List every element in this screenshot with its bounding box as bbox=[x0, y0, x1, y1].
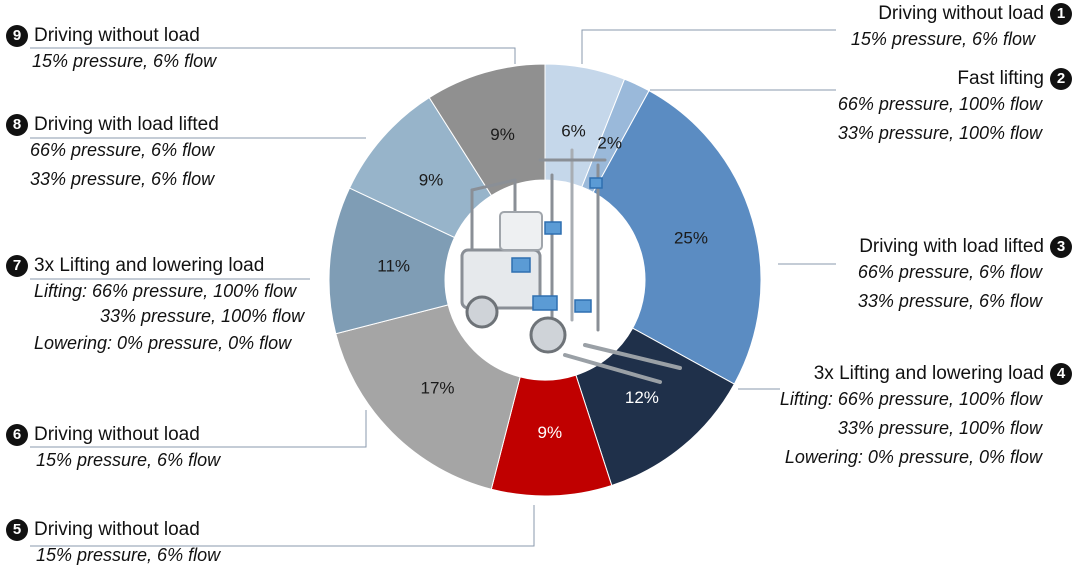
number-badge-3: 3 bbox=[1050, 236, 1072, 258]
callout-detail: 66% pressure, 100% flow bbox=[837, 94, 1042, 114]
slice-label-1: 6% bbox=[561, 122, 586, 141]
callout-title: Fast lifting bbox=[957, 68, 1044, 89]
callout-detail: 15% pressure, 6% flow bbox=[36, 545, 221, 565]
slice-labels: 6% 2% 25% 12% 9% 17% 11% 9% 9% bbox=[377, 122, 708, 442]
donut-slices bbox=[328, 63, 762, 497]
slice-label-7: 11% bbox=[377, 257, 410, 276]
number-badge-7: 7 bbox=[6, 255, 28, 277]
callout-detail: 15% pressure, 6% flow bbox=[36, 450, 221, 470]
callout-detail: Lifting: 66% pressure, 100% flow bbox=[779, 389, 1042, 409]
callout-3: Driving with load lifted 3 66% pressure, … bbox=[858, 235, 1072, 316]
slice-label-8: 9% bbox=[419, 170, 444, 189]
callout-title: Driving with load lifted bbox=[859, 236, 1044, 257]
callout-6: 6 Driving without load 15% pressure, 6% f… bbox=[6, 423, 220, 475]
callout-1: Driving without load 1 15% pressure, 6% f… bbox=[851, 2, 1072, 54]
slice-label-6: 17% bbox=[421, 378, 455, 397]
callout-8: 8 Driving with load lifted 66% pressure, … bbox=[6, 113, 219, 194]
callout-title: Driving without load bbox=[34, 424, 200, 445]
callout-detail: 33% pressure, 100% flow bbox=[100, 306, 305, 326]
number-badge-8: 8 bbox=[6, 114, 28, 136]
callout-detail: Lowering: 0% pressure, 0% flow bbox=[784, 447, 1042, 467]
leader-line-6 bbox=[30, 410, 367, 448]
callout-detail: 66% pressure, 6% flow bbox=[857, 262, 1042, 282]
slice-label-3: 25% bbox=[674, 229, 708, 248]
callout-detail: 15% pressure, 6% flow bbox=[32, 51, 217, 71]
slice-label-5: 9% bbox=[537, 423, 562, 442]
callout-title: 3x Lifting and lowering load bbox=[813, 363, 1044, 384]
callout-title: Driving without load bbox=[34, 25, 200, 46]
leader-line-1 bbox=[581, 29, 836, 64]
callout-detail: 33% pressure, 100% flow bbox=[837, 418, 1042, 438]
callout-detail: 33% pressure, 100% flow bbox=[837, 123, 1042, 143]
callout-detail: 33% pressure, 6% flow bbox=[857, 291, 1042, 311]
forklift-image bbox=[460, 148, 682, 384]
number-badge-1: 1 bbox=[1050, 3, 1072, 25]
callout-title: Driving with load lifted bbox=[34, 114, 219, 135]
leader-line-5 bbox=[30, 505, 535, 547]
donut-slice-3 bbox=[592, 90, 762, 385]
callout-title: 3x Lifting and lowering load bbox=[34, 255, 265, 276]
callout-title: Driving without load bbox=[34, 519, 200, 540]
callout-7: 7 3x Lifting and lowering load Lifting: 6… bbox=[6, 254, 304, 358]
callout-title: Driving without load bbox=[878, 3, 1044, 24]
slice-label-4: 12% bbox=[625, 388, 659, 407]
callout-2: Fast lifting 2 66% pressure, 100% flow 33… bbox=[838, 67, 1072, 148]
callout-9: 9 Driving without load 15% pressure, 6% f… bbox=[6, 24, 216, 76]
donut-slice-6 bbox=[335, 304, 521, 490]
slice-label-9: 9% bbox=[490, 125, 515, 144]
callout-detail: Lowering: 0% pressure, 0% flow bbox=[34, 333, 292, 353]
number-badge-6: 6 bbox=[6, 424, 28, 446]
number-badge-9: 9 bbox=[6, 25, 28, 47]
callout-5: 5 Driving without load 15% pressure, 6% f… bbox=[6, 518, 220, 570]
number-badge-4: 4 bbox=[1050, 363, 1072, 385]
number-badge-5: 5 bbox=[6, 519, 28, 541]
leader-line-9 bbox=[30, 47, 516, 64]
callout-4: 3x Lifting and lowering load 4 Lifting: 6… bbox=[780, 362, 1072, 472]
leader-lines bbox=[30, 29, 836, 547]
callout-detail: 33% pressure, 6% flow bbox=[30, 169, 215, 189]
callout-detail: 66% pressure, 6% flow bbox=[30, 140, 215, 160]
number-badge-2: 2 bbox=[1050, 68, 1072, 90]
slice-label-2: 2% bbox=[597, 133, 622, 152]
donut-slice-9 bbox=[428, 63, 546, 197]
callout-detail: 15% pressure, 6% flow bbox=[850, 29, 1035, 49]
callout-detail: Lifting: 66% pressure, 100% flow bbox=[34, 281, 297, 301]
